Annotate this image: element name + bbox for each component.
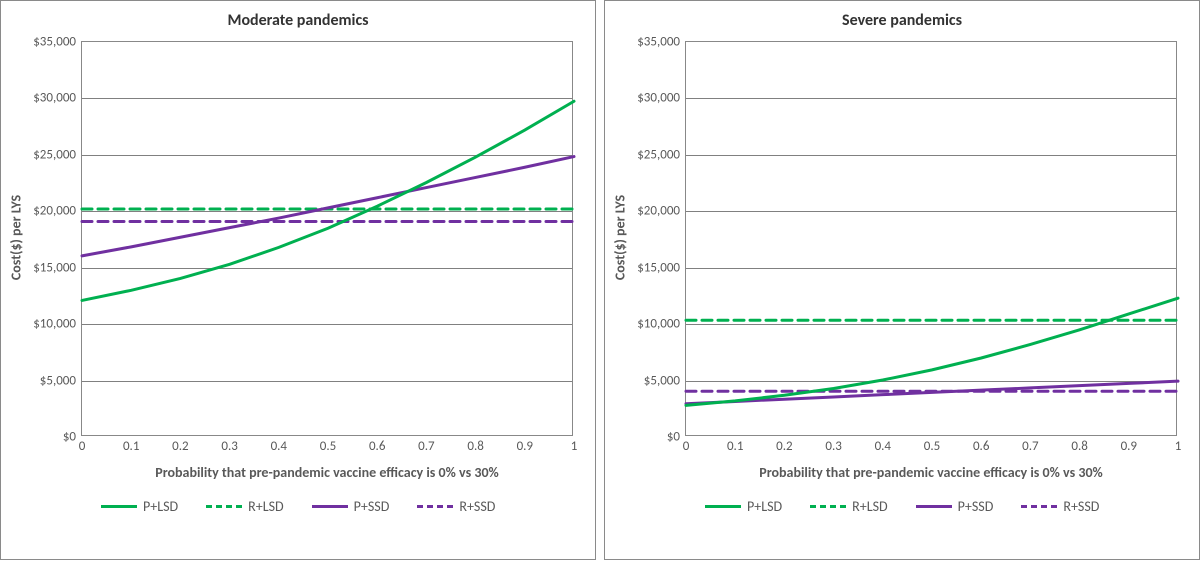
legend-item: R+LSD bbox=[810, 498, 888, 515]
x-tick-label: 0.1 bbox=[123, 435, 139, 454]
x-tick-label: 0.3 bbox=[221, 435, 237, 454]
legend-swatch bbox=[417, 505, 453, 508]
y-tick-label: $25,000 bbox=[637, 147, 686, 162]
legend-item: R+SSD bbox=[417, 498, 495, 515]
legend: P+LSD R+LSD P+SSD R+SSD bbox=[101, 498, 495, 515]
series-svg bbox=[686, 42, 1178, 437]
series-P_LSD bbox=[82, 101, 574, 300]
gridline bbox=[82, 98, 572, 99]
legend-swatch bbox=[101, 505, 137, 508]
y-tick-label: $15,000 bbox=[33, 260, 82, 275]
y-tick-label: $15,000 bbox=[637, 260, 686, 275]
x-tick-label: 0 bbox=[683, 435, 690, 454]
gridline bbox=[82, 268, 572, 269]
legend-item: R+LSD bbox=[206, 498, 284, 515]
x-tick-label: 0.2 bbox=[776, 435, 792, 454]
x-tick-label: 0.1 bbox=[727, 435, 743, 454]
y-tick-label: $20,000 bbox=[637, 204, 686, 219]
chart-panel: Severe pandemics $0$5,000$10,000$15,000$2… bbox=[604, 0, 1200, 560]
gridline bbox=[686, 268, 1176, 269]
legend-label: P+LSD bbox=[143, 498, 178, 515]
series-P_SSD bbox=[686, 381, 1178, 404]
legend-label: R+SSD bbox=[459, 498, 495, 515]
legend-swatch bbox=[312, 505, 348, 508]
x-tick-label: 0.8 bbox=[467, 435, 483, 454]
gridline bbox=[686, 155, 1176, 156]
y-tick-label: $20,000 bbox=[33, 204, 82, 219]
legend: P+LSD R+LSD P+SSD R+SSD bbox=[705, 498, 1099, 515]
legend-label: P+SSD bbox=[958, 498, 994, 515]
x-tick-label: 0.9 bbox=[517, 435, 533, 454]
legend-label: P+SSD bbox=[354, 498, 390, 515]
y-tick-label: $35,000 bbox=[33, 35, 82, 50]
x-tick-label: 0.5 bbox=[320, 435, 336, 454]
legend-item: P+SSD bbox=[312, 498, 390, 515]
gridline bbox=[686, 381, 1176, 382]
x-tick-label: 0.3 bbox=[825, 435, 841, 454]
x-axis-label: Probability that pre-pandemic vaccine ef… bbox=[685, 464, 1177, 481]
y-tick-label: $25,000 bbox=[33, 147, 82, 162]
y-tick-label: $30,000 bbox=[637, 91, 686, 106]
series-svg bbox=[82, 42, 574, 437]
y-axis-label: Cost($) per LYS bbox=[8, 137, 25, 337]
x-tick-label: 0.9 bbox=[1121, 435, 1137, 454]
x-tick-label: 0.6 bbox=[973, 435, 989, 454]
y-tick-label: $10,000 bbox=[637, 317, 686, 332]
chart-title: Severe pandemics bbox=[605, 11, 1199, 30]
legend-item: P+SSD bbox=[916, 498, 994, 515]
x-tick-label: 1 bbox=[1175, 435, 1182, 454]
legend-label: R+LSD bbox=[852, 498, 888, 515]
x-tick-label: 0.4 bbox=[875, 435, 891, 454]
y-axis-label: Cost($) per LYS bbox=[612, 137, 629, 337]
chart-panel: Moderate pandemics $0$5,000$10,000$15,000… bbox=[0, 0, 596, 560]
legend-swatch bbox=[206, 505, 242, 508]
gridline bbox=[82, 211, 572, 212]
x-tick-label: 1 bbox=[571, 435, 578, 454]
x-axis-label: Probability that pre-pandemic vaccine ef… bbox=[81, 464, 573, 481]
x-tick-label: 0.7 bbox=[418, 435, 434, 454]
x-tick-label: 0.6 bbox=[369, 435, 385, 454]
gridline bbox=[82, 155, 572, 156]
legend-item: R+SSD bbox=[1021, 498, 1099, 515]
y-tick-label: $10,000 bbox=[33, 317, 82, 332]
y-tick-label: $5,000 bbox=[644, 373, 686, 388]
gridline bbox=[686, 98, 1176, 99]
y-tick-label: $35,000 bbox=[637, 35, 686, 50]
gridline bbox=[82, 381, 572, 382]
gridline bbox=[686, 324, 1176, 325]
x-tick-label: 0.4 bbox=[271, 435, 287, 454]
series-P_SSD bbox=[82, 157, 574, 256]
x-tick-label: 0.2 bbox=[172, 435, 188, 454]
y-tick-label: $30,000 bbox=[33, 91, 82, 106]
gridline bbox=[82, 324, 572, 325]
legend-label: P+LSD bbox=[747, 498, 782, 515]
y-tick-label: $5,000 bbox=[40, 373, 82, 388]
legend-swatch bbox=[1021, 505, 1057, 508]
gridline bbox=[686, 211, 1176, 212]
x-tick-label: 0.7 bbox=[1022, 435, 1038, 454]
legend-item: P+LSD bbox=[705, 498, 782, 515]
charts-container: Moderate pandemics $0$5,000$10,000$15,000… bbox=[0, 0, 1200, 562]
legend-label: R+LSD bbox=[248, 498, 284, 515]
chart-title: Moderate pandemics bbox=[1, 11, 595, 30]
x-tick-label: 0 bbox=[79, 435, 86, 454]
x-tick-label: 0.5 bbox=[924, 435, 940, 454]
legend-label: R+SSD bbox=[1063, 498, 1099, 515]
legend-swatch bbox=[916, 505, 952, 508]
series-P_LSD bbox=[686, 298, 1178, 405]
legend-swatch bbox=[810, 505, 846, 508]
legend-item: P+LSD bbox=[101, 498, 178, 515]
plot-area: $0$5,000$10,000$15,000$20,000$25,000$30,… bbox=[685, 41, 1177, 436]
x-tick-label: 0.8 bbox=[1071, 435, 1087, 454]
plot-area: $0$5,000$10,000$15,000$20,000$25,000$30,… bbox=[81, 41, 573, 436]
legend-swatch bbox=[705, 505, 741, 508]
